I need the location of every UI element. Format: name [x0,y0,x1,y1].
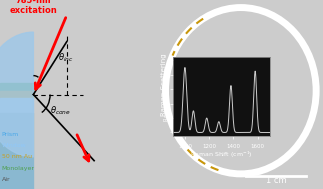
Y-axis label: Raman Scattering: Raman Scattering [164,71,169,121]
Bar [0,113,33,189]
Text: $\theta_{cone}$: $\theta_{cone}$ [50,104,71,117]
Text: Prism: Prism [2,132,19,137]
Text: $\theta_{inc}$: $\theta_{inc}$ [58,51,73,64]
Text: Raman Scattering: Raman Scattering [161,54,167,116]
Text: 1 cm: 1 cm [266,176,286,185]
Text: 785-nm
excitation: 785-nm excitation [9,0,57,15]
X-axis label: Raman Shift (cm$^{-1}$): Raman Shift (cm$^{-1}$) [190,150,253,160]
Bar [0,0,33,83]
Bar [0,98,33,113]
Text: 50 nm Au: 50 nm Au [2,154,32,159]
Text: Monolayer: Monolayer [2,166,35,171]
Text: Window: Window [2,143,26,148]
Bar [0,91,33,98]
Bar [0,83,33,91]
Wedge shape [0,32,33,157]
Text: Air: Air [2,177,10,182]
